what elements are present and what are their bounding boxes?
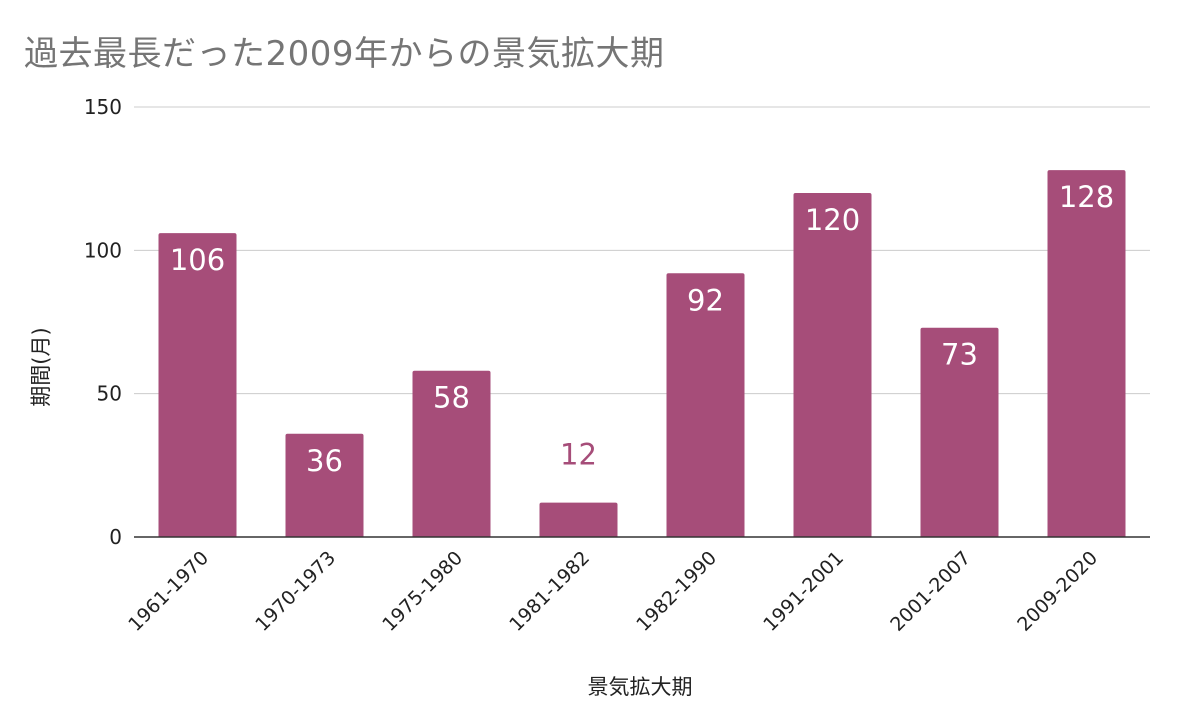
x-tick-label: 1970-1973 [251, 547, 340, 636]
bar [1047, 170, 1126, 538]
x-axis-title: 景気拡大期 [588, 675, 693, 699]
x-tick-label: 1975-1980 [378, 547, 467, 636]
data-label: 36 [306, 444, 343, 478]
bar [920, 327, 999, 537]
y-tick-label: 150 [84, 95, 122, 119]
bar [793, 193, 872, 537]
chart-title: 過去最長だった2009年からの景気拡大期 [24, 34, 665, 74]
bars [158, 170, 1126, 538]
y-tick-label: 100 [84, 238, 122, 262]
x-axis-ticks: 1961-1970 1970-1973 1975-1980 1981-1982 1982… [124, 547, 1102, 636]
data-label: 58 [433, 381, 470, 415]
x-tick-label: 1961-1970 [124, 547, 213, 636]
y-axis-ticks: 0 50 100 150 [84, 95, 122, 549]
data-label: 12 [560, 438, 597, 472]
bar [412, 370, 491, 537]
y-axis-title: 期間(月) [29, 327, 53, 406]
bar [158, 233, 237, 537]
y-tick-label: 50 [97, 382, 122, 406]
data-label: 92 [687, 283, 724, 317]
x-tick-label: 2009-2020 [1013, 547, 1102, 636]
bar [666, 273, 745, 537]
data-labels: 106 36 58 12 92 120 73 128 [170, 180, 1114, 478]
x-tick-label: 1991-2001 [759, 547, 848, 636]
x-tick-label: 1981-1982 [505, 547, 594, 636]
bar [539, 502, 618, 537]
data-label: 120 [805, 203, 860, 237]
x-tick-label: 2001-2007 [886, 547, 975, 636]
bar [285, 433, 364, 537]
data-label: 128 [1059, 180, 1114, 214]
data-label: 73 [941, 338, 978, 372]
x-tick-label: 1982-1990 [632, 547, 721, 636]
y-tick-label: 0 [109, 525, 122, 549]
data-label: 106 [170, 243, 225, 277]
